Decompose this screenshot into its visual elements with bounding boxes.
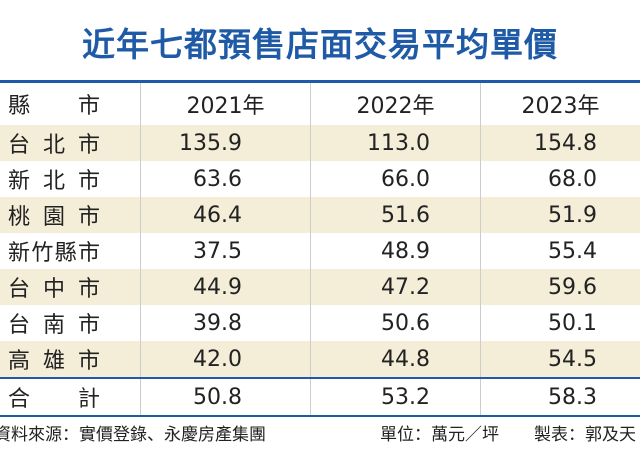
table-cell: 68.0: [480, 161, 640, 197]
cell-text: 66.0: [381, 166, 430, 192]
table-cell: 54.5: [480, 341, 640, 377]
table-cell: 135.9: [140, 125, 310, 161]
table-cell: 37.5: [140, 233, 310, 269]
table-cell: 50.1: [480, 305, 640, 341]
cell-text: 2023年: [521, 94, 600, 119]
table-cell: 55.4: [480, 233, 640, 269]
cell-text: 縣市: [8, 94, 100, 119]
unit: 單位：萬元／坪: [380, 425, 499, 445]
cell-text: 台南市: [8, 313, 100, 338]
table-cell: 新竹縣市: [0, 233, 140, 269]
cell-text: 新竹縣市: [8, 241, 100, 266]
cell-text: 37.5: [193, 238, 242, 264]
table-cell: 113.0: [310, 125, 480, 161]
cell-text: 113.0: [367, 130, 430, 156]
table-cell: 合計: [0, 379, 140, 415]
cell-text: 154.8: [534, 130, 597, 156]
table-row: 高雄市 42.0 44.8 54.5: [0, 341, 640, 377]
table-cell: 2022年: [310, 83, 480, 125]
table-cell: 縣市: [0, 83, 140, 125]
table-row: 台北市 135.9 113.0 154.8: [0, 125, 640, 161]
cell-text: 50.6: [381, 310, 430, 336]
cell-text: 44.9: [193, 274, 242, 300]
cell-text: 48.9: [381, 238, 430, 264]
table-cell: 51.6: [310, 197, 480, 233]
table-cell: 高雄市: [0, 341, 140, 377]
cell-text: 53.2: [381, 384, 430, 410]
cell-text: 台中市: [8, 277, 100, 302]
table-cell: 台中市: [0, 269, 140, 305]
table-cell: 47.2: [310, 269, 480, 305]
table-cell: 2021年: [140, 83, 310, 125]
cell-text: 2021年: [186, 94, 265, 119]
table-cell: 53.2: [310, 379, 480, 415]
cell-text: 新北市: [8, 169, 100, 194]
credit: 製表：郭及天: [534, 425, 636, 445]
table-cell: 42.0: [140, 341, 310, 377]
table-row: 合計 50.8 53.2 58.3: [0, 377, 640, 417]
table-cell: 桃園市: [0, 197, 140, 233]
cell-text: 50.8: [193, 384, 242, 410]
cell-text: 2022年: [356, 94, 435, 119]
cell-text: 桃園市: [8, 205, 100, 230]
table-row: 桃園市 46.4 51.6 51.9: [0, 197, 640, 233]
table-cell: 48.9: [310, 233, 480, 269]
table-row: 縣市 2021年 2022年 2023年: [0, 83, 640, 125]
cell-text: 合計: [8, 387, 100, 412]
table-cell: 58.3: [480, 379, 640, 415]
cell-text: 68.0: [548, 166, 597, 192]
cell-text: 55.4: [548, 238, 597, 264]
cell-text: 44.8: [381, 346, 430, 372]
cell-text: 51.6: [381, 202, 430, 228]
table-cell: 44.8: [310, 341, 480, 377]
cell-text: 47.2: [381, 274, 430, 300]
title: 近年七都預售店面交易平均單價: [82, 25, 558, 64]
table: 縣市 2021年 2022年 2023年台北市 135.9 113.0 154.8 新北市 63…: [0, 80, 640, 417]
cell-text: 高雄市: [8, 349, 100, 374]
table-cell: 51.9: [480, 197, 640, 233]
table-cell: 50.8: [140, 379, 310, 415]
table-cell: 59.6: [480, 269, 640, 305]
cell-text: 39.8: [193, 310, 242, 336]
cell-text: 54.5: [548, 346, 597, 372]
table-cell: 50.6: [310, 305, 480, 341]
cell-text: 台北市: [8, 133, 100, 158]
table-row: 台南市 39.8 50.6 50.1: [0, 305, 640, 341]
table-cell: 46.4: [140, 197, 310, 233]
table-cell: 66.0: [310, 161, 480, 197]
table-cell: 154.8: [480, 125, 640, 161]
table-cell: 台北市: [0, 125, 140, 161]
table-row: 新北市 63.6 66.0 68.0: [0, 161, 640, 197]
table-cell: 新北市: [0, 161, 140, 197]
cell-text: 58.3: [548, 384, 597, 410]
cell-text: 135.9: [179, 130, 242, 156]
table-cell: 44.9: [140, 269, 310, 305]
table-cell: 39.8: [140, 305, 310, 341]
table-row: 台中市 44.9 47.2 59.6: [0, 269, 640, 305]
cell-text: 63.6: [193, 166, 242, 192]
cell-text: 59.6: [548, 274, 597, 300]
table-row: 新竹縣市 37.5 48.9 55.4: [0, 233, 640, 269]
cell-text: 42.0: [193, 346, 242, 372]
cell-text: 51.9: [548, 202, 597, 228]
cell-text: 50.1: [548, 310, 597, 336]
table-cell: 2023年: [480, 83, 640, 125]
cell-text: 46.4: [193, 202, 242, 228]
table-cell: 台南市: [0, 305, 140, 341]
source: 資料來源：實價登錄、永慶房產集團: [0, 425, 266, 445]
table-cell: 63.6: [140, 161, 310, 197]
